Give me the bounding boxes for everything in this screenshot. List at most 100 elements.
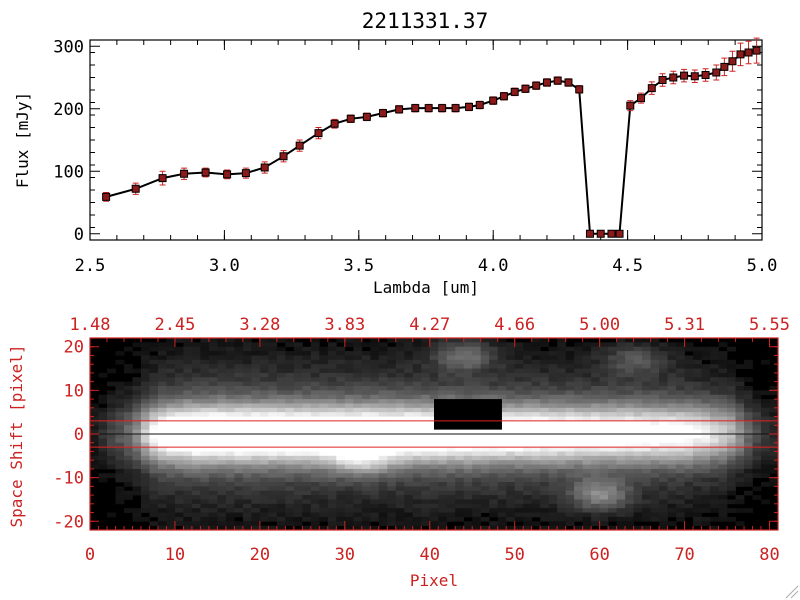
image-pixel [565,468,575,474]
image-pixel [735,434,745,439]
image-pixel [557,412,567,417]
image-pixel [633,451,643,457]
image-pixel [599,425,609,431]
image-pixel [582,447,592,452]
image-pixel [276,486,286,492]
image-pixel [259,442,269,448]
image-pixel [608,377,618,383]
image-pixel [676,420,685,426]
image-pixel [693,473,702,479]
image-pixel [259,525,269,531]
image-pixel [616,399,626,404]
image-pixel [642,477,651,483]
image-pixel [183,359,193,365]
image-pixel [404,521,414,527]
image-pixel [353,403,363,409]
image-pixel [659,512,668,518]
image-pixel [650,516,660,522]
image-pixel [438,377,448,383]
image-pixel [659,434,668,439]
image-pixel [633,477,643,483]
image-pixel [455,455,465,461]
image-pixel [701,368,711,374]
image-pixel [744,451,753,457]
image-pixel [540,342,550,348]
data-point [465,102,474,111]
image-pixel [106,434,116,439]
image-pixel [752,451,762,457]
image-pixel [438,390,448,396]
image-pixel [642,399,651,404]
image-pixel [166,434,176,439]
image-pixel [106,416,116,422]
image-pixel [531,390,541,396]
image-pixel [557,386,567,391]
image-pixel [472,482,482,487]
image-pixel [599,386,609,391]
image-pixel [353,477,363,483]
image-pixel [421,490,431,496]
image-pixel [455,503,465,509]
image-pixel [438,521,448,527]
image-pixel [344,490,354,496]
image-pixel [463,359,473,365]
image-pixel [506,508,516,513]
image-pixel [616,512,626,518]
image-pixel [540,512,550,518]
image-pixel [489,434,499,439]
image-pixel [123,442,133,448]
image-pixel [140,377,150,383]
image-pixel [421,359,431,365]
image-pixel [438,468,448,474]
image-pixel [319,434,329,439]
image-pixel [217,390,227,396]
image-pixel [336,521,346,527]
image-pixel [582,521,592,527]
image-pixel [276,429,286,435]
image-pixel [344,364,354,369]
image-pixel [174,482,184,487]
resize-grip-icon[interactable] [785,585,799,599]
image-pixel [616,381,626,387]
image-pixel [217,464,227,470]
image-pixel [446,508,456,513]
image-pixel [361,429,371,435]
image-pixel [123,386,133,391]
image-pixel [693,512,702,518]
image-pixel [208,342,218,348]
image-pixel [395,399,405,404]
image-pixel [115,359,125,365]
image-pixel [404,442,414,448]
image-pixel [208,338,218,343]
image-pixel [540,399,550,404]
image-pixel [727,412,736,417]
image-pixel [616,377,626,383]
image-pixel [242,381,252,387]
image-pixel [616,499,626,505]
image-pixel [701,438,711,444]
image-pixel [183,434,193,439]
image-pixel [310,490,320,496]
image-pixel [463,451,473,457]
image-pixel [98,407,108,413]
image-pixel [208,403,218,409]
image-pixel [115,460,125,465]
image-pixel [302,359,312,365]
image-pixel [123,420,133,426]
image-pixel [115,416,125,422]
image-pixel [336,508,346,513]
image-pixel [217,377,227,383]
image-pixel [259,477,269,483]
image-pixel [370,351,380,356]
image-pixel [667,425,677,431]
image-pixel [514,451,524,457]
image-pixel [285,503,295,509]
image-pixel [531,464,541,470]
image-pixel [693,416,702,422]
image-pixel [268,403,278,409]
image-pixel [718,377,728,383]
image-pixel [531,355,541,361]
image-pixel [591,477,601,483]
image-pixel [217,516,227,522]
image-pixel [472,342,482,348]
